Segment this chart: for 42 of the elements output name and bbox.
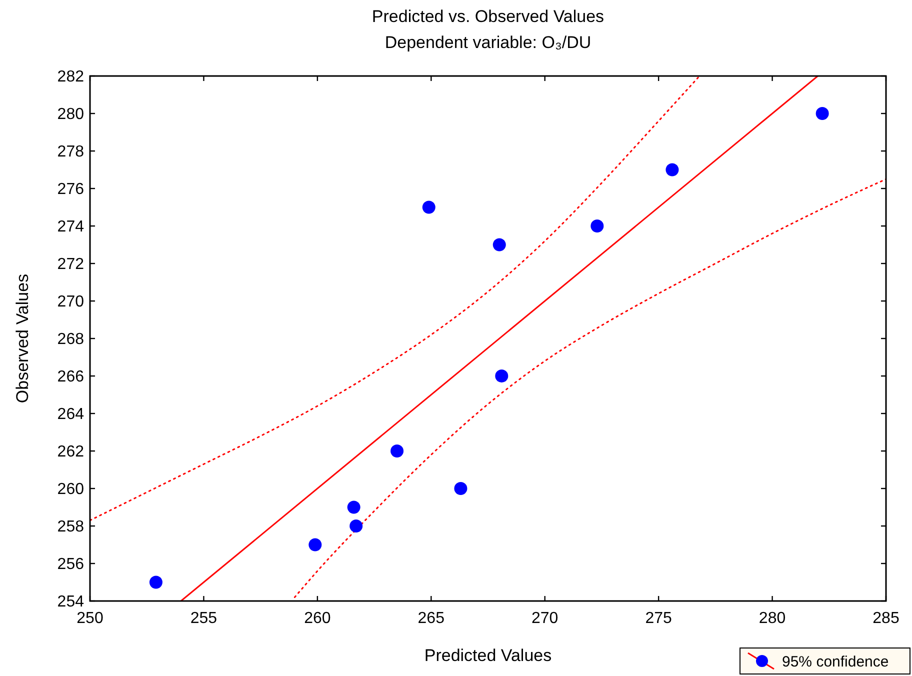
y-tick-label: 270	[57, 294, 84, 311]
y-tick-label: 276	[57, 181, 84, 198]
y-tick-label: 264	[57, 406, 84, 424]
line-series	[294, 178, 886, 598]
point	[308, 538, 322, 552]
point	[454, 482, 468, 495]
point	[816, 107, 829, 120]
x-axis-title: Predicted Values	[424, 646, 552, 665]
y-tick-label: 272	[57, 256, 84, 274]
x-tick-label: 275	[645, 610, 672, 627]
point	[666, 163, 679, 176]
x-tick-label: 250	[76, 610, 104, 627]
y-tick-label: 280	[57, 106, 84, 124]
point	[347, 500, 360, 514]
y-tick-label: 260	[57, 481, 84, 498]
x-tick-label: 265	[418, 610, 445, 627]
y-tick-label: 282	[57, 68, 84, 86]
y-tick-label: 268	[57, 331, 84, 348]
y-tick-label: 254	[57, 594, 84, 611]
point	[422, 200, 436, 214]
point	[350, 520, 363, 532]
point	[390, 444, 404, 458]
y-tick-label: 256	[57, 556, 84, 574]
x-tick-label: 270	[532, 610, 558, 627]
legend-label: 95% confidence	[782, 653, 889, 670]
y-tick-label: 262	[57, 444, 84, 461]
chart-title: Predicted vs. Observed Values	[372, 7, 604, 26]
x-tick-label: 285	[872, 610, 900, 627]
x-tick-label: 280	[758, 610, 786, 627]
point	[149, 576, 162, 589]
y-tick-label: 274	[57, 218, 84, 236]
y-tick-label: 266	[57, 368, 84, 386]
x-tick-label: 260	[304, 610, 331, 627]
x-tick-label: 255	[190, 610, 218, 627]
point	[492, 238, 506, 252]
point	[590, 220, 604, 232]
y-axis-title: Observed Values	[13, 274, 32, 404]
y-tick-label: 258	[57, 518, 84, 536]
point	[495, 370, 508, 382]
line-series	[90, 76, 700, 522]
chart-subtitle: Dependent variable: O₃/DU	[384, 33, 592, 52]
y-tick-label: 278	[57, 144, 84, 161]
